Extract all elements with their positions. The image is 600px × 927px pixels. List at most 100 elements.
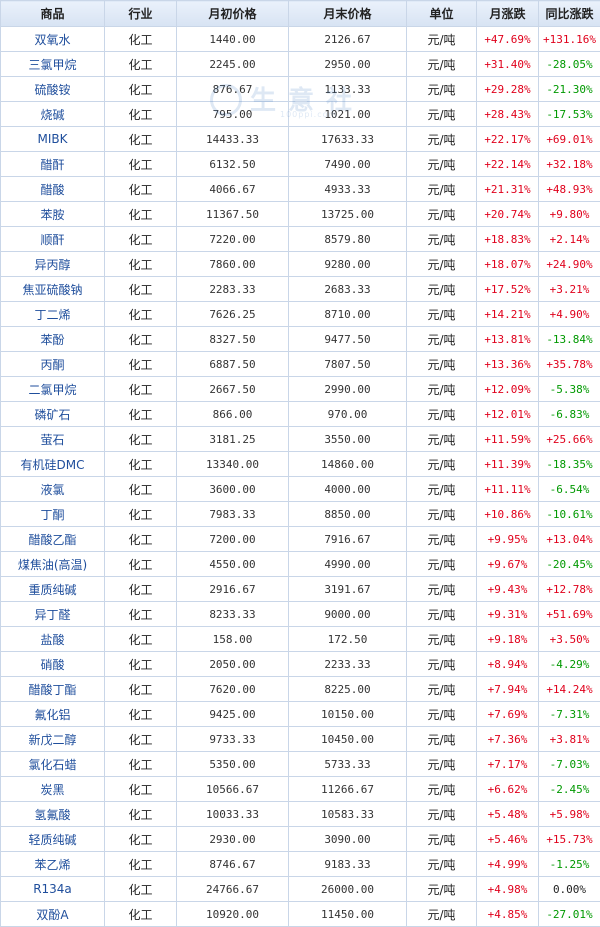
unit-cell: 元/吨 — [407, 727, 477, 752]
industry-cell: 化工 — [105, 827, 177, 852]
yoy-change-cell: +25.66% — [539, 427, 600, 452]
product-name-link[interactable]: 盐酸 — [1, 627, 105, 652]
header-unit[interactable]: 单位 — [407, 1, 477, 27]
product-name-link[interactable]: 苯乙烯 — [1, 852, 105, 877]
product-name-link[interactable]: 双酚A — [1, 902, 105, 927]
product-name-link[interactable]: 苯酚 — [1, 327, 105, 352]
monthly-change-cell: +11.39% — [477, 452, 539, 477]
product-name-link[interactable]: 异丁醛 — [1, 602, 105, 627]
monthly-change-cell: +9.18% — [477, 627, 539, 652]
product-name-link[interactable]: 丙酮 — [1, 352, 105, 377]
product-name-link[interactable]: 萤石 — [1, 427, 105, 452]
industry-cell: 化工 — [105, 652, 177, 677]
end-price-cell: 9280.00 — [289, 252, 407, 277]
product-name-link[interactable]: 三氯甲烷 — [1, 52, 105, 77]
unit-cell: 元/吨 — [407, 77, 477, 102]
product-name-link[interactable]: 硝酸 — [1, 652, 105, 677]
product-name-link[interactable]: 醋酸乙酯 — [1, 527, 105, 552]
yoy-change-cell: +24.90% — [539, 252, 600, 277]
monthly-change-cell: +47.69% — [477, 27, 539, 52]
start-price-cell: 7220.00 — [177, 227, 289, 252]
product-name-link[interactable]: 双氧水 — [1, 27, 105, 52]
product-name-link[interactable]: 异丙醇 — [1, 252, 105, 277]
start-price-cell: 866.00 — [177, 402, 289, 427]
end-price-cell: 11266.67 — [289, 777, 407, 802]
industry-cell: 化工 — [105, 252, 177, 277]
header-monthly-change[interactable]: 月涨跌 — [477, 1, 539, 27]
monthly-change-cell: +7.94% — [477, 677, 539, 702]
monthly-change-cell: +20.74% — [477, 202, 539, 227]
monthly-change-cell: +7.69% — [477, 702, 539, 727]
unit-cell: 元/吨 — [407, 202, 477, 227]
product-name-link[interactable]: 苯胺 — [1, 202, 105, 227]
start-price-cell: 2916.67 — [177, 577, 289, 602]
monthly-change-cell: +12.09% — [477, 377, 539, 402]
monthly-change-cell: +8.94% — [477, 652, 539, 677]
header-yoy-change[interactable]: 同比涨跌 — [539, 1, 600, 27]
yoy-change-cell: -21.30% — [539, 77, 600, 102]
end-price-cell: 2683.33 — [289, 277, 407, 302]
start-price-cell: 158.00 — [177, 627, 289, 652]
product-name-link[interactable]: 丁二烯 — [1, 302, 105, 327]
product-name-link[interactable]: 顺酐 — [1, 227, 105, 252]
end-price-cell: 1133.33 — [289, 77, 407, 102]
product-name-link[interactable]: 轻质纯碱 — [1, 827, 105, 852]
product-name-link[interactable]: 液氯 — [1, 477, 105, 502]
product-name-link[interactable]: 炭黑 — [1, 777, 105, 802]
product-name-link[interactable]: 硫酸铵 — [1, 77, 105, 102]
start-price-cell: 11367.50 — [177, 202, 289, 227]
product-name-link[interactable]: 磷矿石 — [1, 402, 105, 427]
product-name-link[interactable]: 烧碱 — [1, 102, 105, 127]
end-price-cell: 3550.00 — [289, 427, 407, 452]
start-price-cell: 7626.25 — [177, 302, 289, 327]
product-name-link[interactable]: 二氯甲烷 — [1, 377, 105, 402]
end-price-cell: 4000.00 — [289, 477, 407, 502]
yoy-change-cell: -7.03% — [539, 752, 600, 777]
product-name-link[interactable]: 煤焦油(高温) — [1, 552, 105, 577]
product-name-link[interactable]: 氢氟酸 — [1, 802, 105, 827]
monthly-change-cell: +22.17% — [477, 127, 539, 152]
unit-cell: 元/吨 — [407, 527, 477, 552]
product-name-link[interactable]: 焦亚硫酸钠 — [1, 277, 105, 302]
industry-cell: 化工 — [105, 352, 177, 377]
industry-cell: 化工 — [105, 527, 177, 552]
industry-cell: 化工 — [105, 377, 177, 402]
header-start-price[interactable]: 月初价格 — [177, 1, 289, 27]
product-name-link[interactable]: 丁酮 — [1, 502, 105, 527]
yoy-change-cell: -28.05% — [539, 52, 600, 77]
yoy-change-cell: +14.24% — [539, 677, 600, 702]
yoy-change-cell: -4.29% — [539, 652, 600, 677]
monthly-change-cell: +18.07% — [477, 252, 539, 277]
header-product[interactable]: 商品 — [1, 1, 105, 27]
end-price-cell: 7490.00 — [289, 152, 407, 177]
unit-cell: 元/吨 — [407, 302, 477, 327]
product-name-link[interactable]: MIBK — [1, 127, 105, 152]
start-price-cell: 7620.00 — [177, 677, 289, 702]
product-name-link[interactable]: 氯化石蜡 — [1, 752, 105, 777]
header-end-price[interactable]: 月末价格 — [289, 1, 407, 27]
header-industry[interactable]: 行业 — [105, 1, 177, 27]
product-name-link[interactable]: 新戊二醇 — [1, 727, 105, 752]
start-price-cell: 795.00 — [177, 102, 289, 127]
unit-cell: 元/吨 — [407, 427, 477, 452]
industry-cell: 化工 — [105, 102, 177, 127]
unit-cell: 元/吨 — [407, 602, 477, 627]
product-name-link[interactable]: 氟化铝 — [1, 702, 105, 727]
product-name-link[interactable]: 重质纯碱 — [1, 577, 105, 602]
product-name-link[interactable]: 有机硅DMC — [1, 452, 105, 477]
product-name-link[interactable]: 醋酐 — [1, 152, 105, 177]
product-name-link[interactable]: R134a — [1, 877, 105, 902]
product-name-link[interactable]: 醋酸丁酯 — [1, 677, 105, 702]
unit-cell: 元/吨 — [407, 477, 477, 502]
industry-cell: 化工 — [105, 502, 177, 527]
product-name-link[interactable]: 醋酸 — [1, 177, 105, 202]
monthly-change-cell: +6.62% — [477, 777, 539, 802]
industry-cell: 化工 — [105, 202, 177, 227]
